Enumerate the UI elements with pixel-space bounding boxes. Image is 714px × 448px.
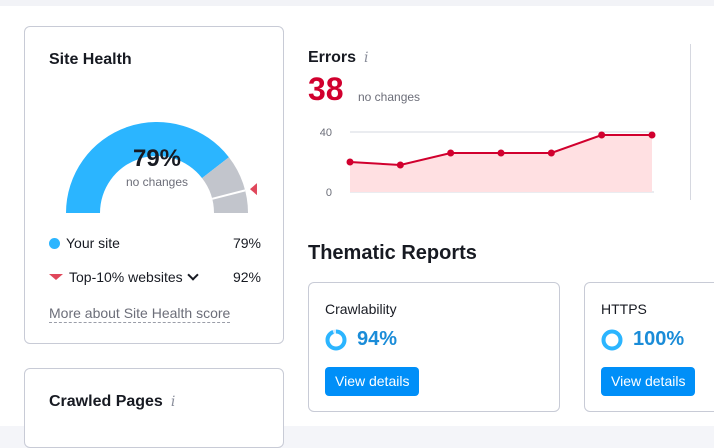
- legend-top10-value: 92%: [232, 269, 261, 285]
- thematic-reports-title: Thematic Reports: [308, 242, 477, 264]
- site-health-percent: 79%: [132, 145, 182, 172]
- errors-title: Errors: [308, 49, 357, 66]
- thematic-card-value: 100%: [633, 328, 685, 350]
- vertical-divider: [690, 44, 691, 200]
- site-health-gauge: [66, 122, 257, 213]
- site-health-title: Site Health: [49, 51, 132, 68]
- legend-your-site-value: 79%: [232, 235, 261, 251]
- chart-point[interactable]: [648, 131, 656, 139]
- chart-point[interactable]: [447, 149, 455, 157]
- site-health-more-link[interactable]: More about Site Health score: [49, 305, 231, 323]
- top-strip: [0, 0, 714, 6]
- chart-ytick-top: 40: [320, 127, 332, 139]
- view-details-button[interactable]: View details: [601, 367, 696, 396]
- info-icon[interactable]: i: [170, 394, 176, 410]
- red-triangle-icon: [49, 274, 63, 280]
- crawled-pages-title: Crawled Pages: [49, 393, 163, 410]
- errors-change: no changes: [358, 90, 421, 104]
- crawled-pages-card: Crawled Pages i: [24, 368, 284, 448]
- legend-top10[interactable]: Top-10% websites 92%: [49, 269, 261, 285]
- blue-dot-icon: [49, 238, 60, 249]
- chart-point[interactable]: [346, 158, 354, 166]
- progress-ring-fill: [601, 329, 623, 351]
- site-health-card: Site Health 79% no changes Your site 79%…: [24, 26, 284, 344]
- gauge-top10-tick: [211, 189, 246, 200]
- errors-trend-chart: 40 0: [320, 127, 656, 199]
- site-health-change: no changes: [125, 175, 189, 189]
- view-details-button[interactable]: View details: [325, 367, 420, 396]
- thematic-card-https: HTTPS 100% View details: [584, 282, 714, 412]
- thematic-card-name: HTTPS: [601, 301, 647, 317]
- errors-title-row: Errors i: [308, 49, 369, 67]
- gauge-your-site-arc: [66, 122, 229, 213]
- chart-ytick-bottom: 0: [326, 187, 332, 199]
- legend-your-site: Your site 79%: [49, 235, 261, 251]
- chart-point[interactable]: [497, 149, 505, 157]
- legend-your-site-label: Your site: [66, 235, 120, 251]
- progress-ring-fill: [325, 329, 347, 351]
- gauge-top10-marker: [249, 183, 257, 196]
- progress-ring-icon: [325, 329, 347, 351]
- crawled-pages-title-row: Crawled Pages i: [49, 393, 175, 411]
- info-icon[interactable]: i: [364, 50, 369, 66]
- chart-area-fill: [350, 135, 652, 192]
- chart-point[interactable]: [396, 161, 404, 169]
- thematic-card-name: Crawlability: [325, 301, 397, 317]
- chevron-down-icon[interactable]: [186, 269, 199, 281]
- errors-value[interactable]: 38: [308, 71, 344, 107]
- chart-point[interactable]: [598, 131, 606, 139]
- thematic-card-crawlability: Crawlability 94% View details: [308, 282, 560, 412]
- chart-point[interactable]: [547, 149, 555, 157]
- thematic-card-value: 94%: [357, 328, 398, 350]
- gauge-center: 79% no changes: [105, 145, 209, 189]
- legend-top10-label[interactable]: Top-10% websites: [69, 269, 183, 285]
- progress-ring-icon: [601, 329, 623, 351]
